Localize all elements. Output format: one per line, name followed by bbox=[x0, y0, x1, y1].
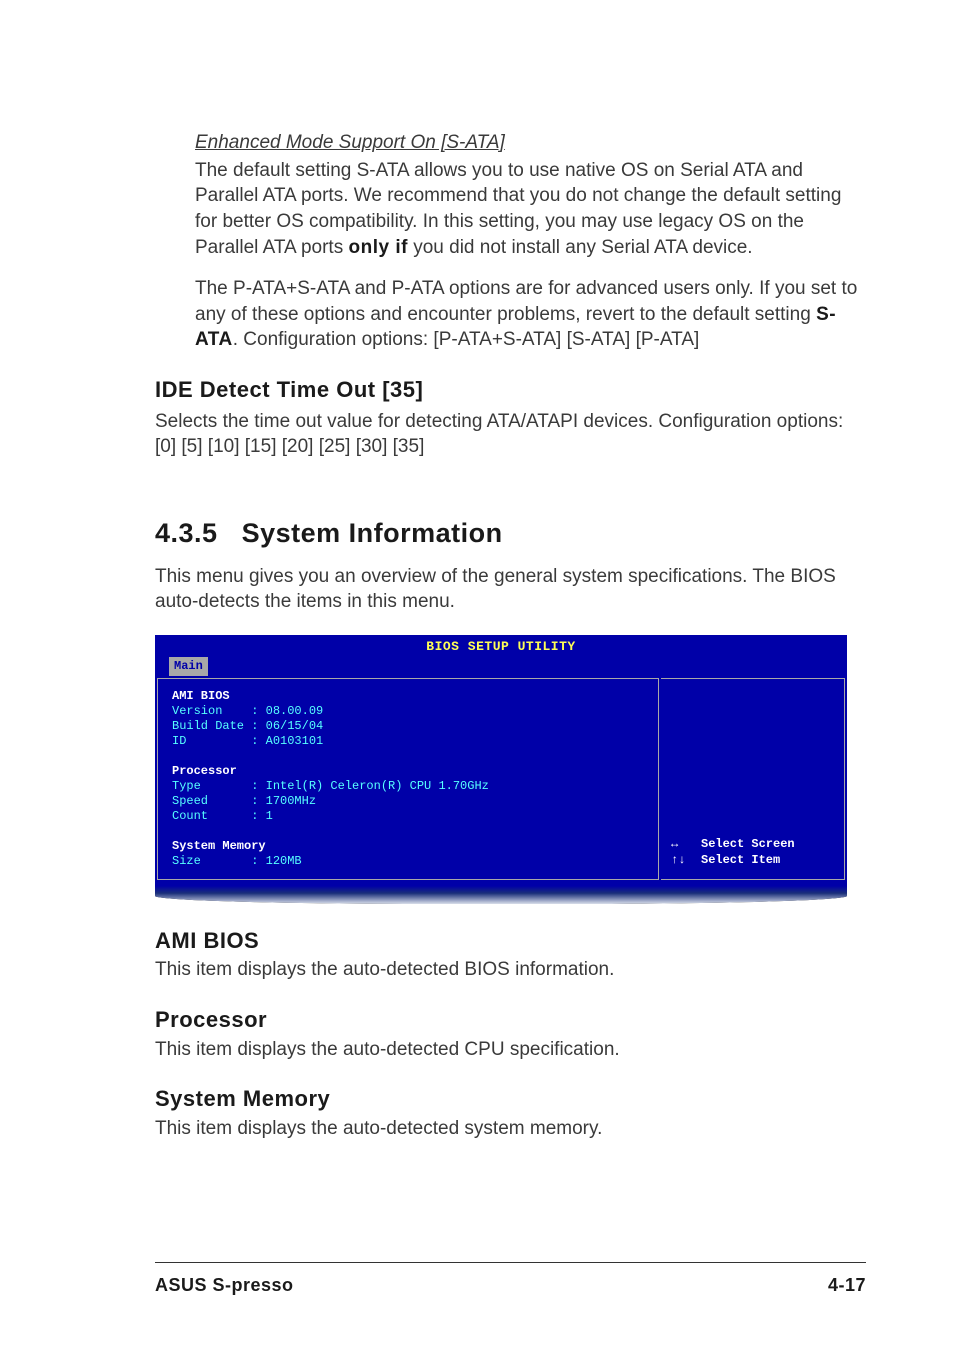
bios-line: ID : A0103101 bbox=[172, 734, 648, 749]
nav-label: Select Item bbox=[701, 852, 780, 868]
section-number: 4.3.5 bbox=[155, 518, 218, 548]
enhanced-mode-subheading: Enhanced Mode Support On [S-ATA] bbox=[195, 130, 866, 156]
ide-detect-text: Selects the time out value for detecting… bbox=[155, 409, 866, 460]
system-memory-heading: System Memory bbox=[155, 1084, 866, 1114]
bios-title: BIOS SETUP UTILITY bbox=[155, 635, 847, 658]
processor-heading: Processor bbox=[155, 1005, 866, 1035]
section-435-heading: 4.3.5 System Information bbox=[155, 515, 866, 551]
bios-line: AMI BIOS bbox=[172, 689, 648, 704]
bios-line: Build Date : 06/15/04 bbox=[172, 719, 648, 734]
text-fragment: . Configuration options: [P-ATA+S-ATA] [… bbox=[233, 329, 700, 350]
bios-left-pane: AMI BIOS Version : 08.00.09 Build Date :… bbox=[157, 678, 659, 880]
ami-bios-heading: AMI BIOS bbox=[155, 926, 866, 956]
bios-line: Count : 1 bbox=[172, 809, 648, 824]
enhanced-mode-para1: The default setting S-ATA allows you to … bbox=[195, 158, 866, 261]
text-fragment: The P-ATA+S-ATA and P-ATA options are fo… bbox=[195, 278, 857, 325]
section-435-text: This menu gives you an overview of the g… bbox=[155, 564, 866, 615]
bios-fade bbox=[155, 886, 847, 904]
enhanced-mode-para2: The P-ATA+S-ATA and P-ATA options are fo… bbox=[195, 276, 866, 353]
page-footer: ASUS S-presso 4-17 bbox=[155, 1262, 866, 1297]
ami-bios-text: This item displays the auto-detected BIO… bbox=[155, 957, 866, 983]
section-title: System Information bbox=[242, 518, 503, 548]
only-if-emphasis: only if bbox=[348, 237, 407, 258]
footer-product: ASUS S-presso bbox=[155, 1273, 294, 1297]
bios-right-pane: ↔ Select Screen ↑↓ Select Item bbox=[661, 678, 845, 880]
bios-blank bbox=[172, 824, 648, 839]
bios-line: Type : Intel(R) Celeron(R) CPU 1.70GHz bbox=[172, 779, 648, 794]
bios-tab-row: Main bbox=[155, 657, 847, 677]
bios-tab-main: Main bbox=[169, 657, 208, 675]
bios-line: Size : 120MB bbox=[172, 854, 648, 869]
bios-blank bbox=[172, 749, 648, 764]
nav-label: Select Screen bbox=[701, 836, 795, 852]
system-memory-text: This item displays the auto-detected sys… bbox=[155, 1116, 866, 1142]
nav-key-ud-icon: ↑↓ bbox=[671, 852, 701, 868]
text-fragment: you did not install any Serial ATA devic… bbox=[408, 237, 753, 258]
bios-line: Version : 08.00.09 bbox=[172, 704, 648, 719]
ide-detect-heading: IDE Detect Time Out [35] bbox=[155, 375, 866, 405]
footer-page-number: 4-17 bbox=[828, 1273, 866, 1297]
bios-line: Speed : 1700MHz bbox=[172, 794, 648, 809]
bios-line: Processor bbox=[172, 764, 648, 779]
processor-text: This item displays the auto-detected CPU… bbox=[155, 1037, 866, 1063]
bios-panel: BIOS SETUP UTILITY Main AMI BIOS Version… bbox=[155, 635, 847, 904]
nav-key-lr-icon: ↔ bbox=[671, 836, 701, 852]
bios-line: System Memory bbox=[172, 839, 648, 854]
